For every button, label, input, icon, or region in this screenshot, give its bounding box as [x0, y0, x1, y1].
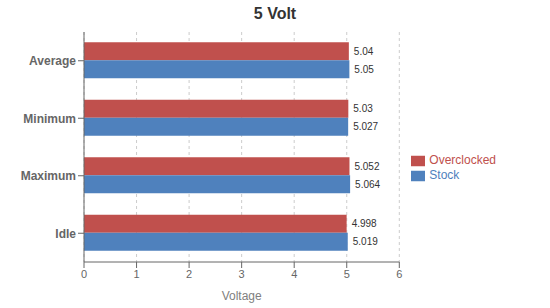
svg-text:2: 2: [186, 268, 192, 280]
svg-text:5.064: 5.064: [355, 179, 380, 190]
svg-text:1: 1: [133, 268, 139, 280]
svg-text:5.03: 5.03: [353, 103, 373, 114]
svg-text:5.019: 5.019: [353, 236, 378, 247]
svg-text:0: 0: [81, 268, 87, 280]
svg-text:Voltage: Voltage: [222, 289, 262, 303]
svg-text:5: 5: [344, 268, 350, 280]
html-text:5 Volt: 5 Volt: [253, 5, 297, 22]
svg-text:Minimum: Minimum: [23, 112, 76, 126]
svg-text:5.027: 5.027: [353, 121, 378, 132]
html-text:Stock: Stock: [429, 168, 460, 182]
svg-text:4.998: 4.998: [352, 218, 377, 229]
svg-text:5.04: 5.04: [354, 46, 374, 57]
svg-text:Average: Average: [29, 54, 76, 68]
html-text:Overclocked: Overclocked: [429, 153, 496, 168]
svg-text:6: 6: [396, 268, 402, 280]
svg-text:5.052: 5.052: [354, 161, 379, 172]
svg-text:5.05: 5.05: [354, 64, 374, 75]
svg-text:3: 3: [239, 268, 245, 280]
svg-text:4: 4: [291, 268, 297, 280]
svg-text:Maximum: Maximum: [21, 169, 76, 183]
svg-text:Idle: Idle: [55, 227, 76, 241]
